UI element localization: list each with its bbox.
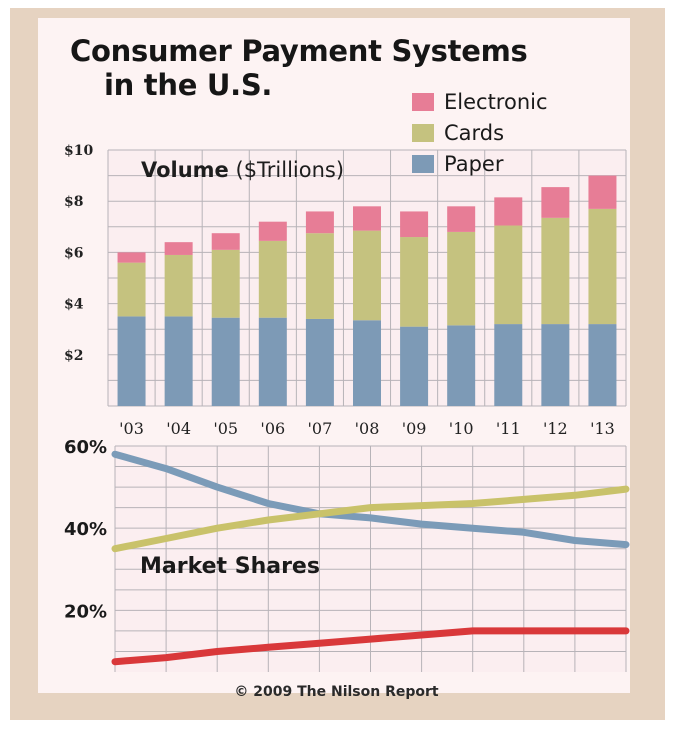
bar-electronic-3 [258,221,287,241]
bar-cards-3 [258,240,287,318]
volume-x-tick-label: '05 [213,419,238,438]
legend: Electronic Cards Paper [412,86,548,179]
legend-item-electronic: Electronic [412,86,548,117]
volume-x-tick-label: '09 [402,419,427,438]
volume-x-tick-label: '03 [119,419,144,438]
volume-x-tick-label: '04 [166,419,191,438]
bar-electronic-1 [164,242,193,255]
bar-paper-5 [353,320,381,406]
bar-electronic-4 [305,211,334,234]
bar-paper-4 [305,318,334,406]
bar-paper-8 [494,324,523,406]
title-line-2: in the U.S. [104,68,273,102]
volume-title-unit: ($Trillions) [235,158,345,182]
page-title: Consumer Payment Systems in the U.S. [70,34,528,102]
legend-item-cards: Cards [412,117,548,148]
bar-paper-2 [211,317,240,406]
volume-y-axis: $2 $4 $6 $8 $10 [64,143,93,364]
volume-y-tick-label: $8 [64,194,83,210]
bar-cards-9 [541,217,570,325]
volume-x-tick-label: '06 [260,419,285,438]
bar-paper-7 [447,325,476,406]
bar-electronic-8 [494,197,523,226]
bar-electronic-7 [447,206,476,232]
bar-paper-6 [400,326,429,406]
title-line-1: Consumer Payment Systems [70,34,528,68]
bar-electronic-0 [117,252,146,263]
volume-x-tick-label: '10 [449,419,474,438]
volume-bars [117,175,617,406]
volume-chart-title: Volume ($Trillions) [141,158,344,182]
bar-electronic-5 [353,206,381,231]
bar-cards-1 [164,254,193,317]
bar-paper-3 [258,317,287,406]
legend-label-electronic: Electronic [444,89,548,114]
bar-electronic-2 [211,233,240,250]
bar-cards-7 [447,231,476,326]
bar-paper-0 [117,316,146,406]
bar-paper-10 [588,324,617,406]
legend-label-paper: Paper [444,151,504,176]
volume-x-tick-label: '08 [355,419,380,438]
volume-title-bold: Volume [141,158,229,182]
share-y-tick-label: 60% [64,437,107,458]
legend-swatch-paper [412,154,434,173]
share-line-paper [111,450,630,549]
bar-electronic-6 [400,211,429,238]
bar-cards-5 [353,230,381,321]
volume-x-tick-label: '13 [590,419,615,438]
volume-y-tick-label: $2 [64,348,83,364]
legend-swatch-cards [412,123,434,142]
share-y-axis: 20% 40% 60% [64,437,107,622]
share-line-cards [111,485,630,553]
bar-cards-10 [588,208,617,325]
bar-cards-6 [400,237,429,327]
copyright-note: © 2009 The Nilson Report [234,684,439,700]
volume-y-tick-label: $10 [64,143,93,159]
share-lines [111,450,630,666]
volume-y-tick-label: $4 [64,297,84,313]
bar-cards-0 [117,262,146,317]
bar-paper-1 [164,316,193,406]
volume-x-tick-label: '07 [308,419,333,438]
volume-x-tick-label: '12 [543,419,568,438]
bar-cards-2 [211,249,240,318]
volume-x-tick-label: '11 [496,419,521,438]
share-y-tick-label: 20% [64,601,107,622]
volume-x-axis: '03 '04 '05 '06 '07 '08 '09 '10 '11 '12 '13 [119,419,615,438]
share-line-electronic [111,627,630,666]
volume-y-tick-label: $6 [64,245,83,261]
share-chart-title: Market Shares [140,554,320,579]
bar-cards-8 [494,225,523,325]
bar-cards-4 [305,233,334,319]
legend-swatch-electronic [412,92,434,111]
legend-item-paper: Paper [412,148,548,179]
bar-paper-9 [541,324,570,406]
bar-electronic-9 [541,187,570,218]
bar-electronic-10 [588,175,617,209]
share-y-tick-label: 40% [64,519,107,540]
legend-label-cards: Cards [444,120,505,145]
